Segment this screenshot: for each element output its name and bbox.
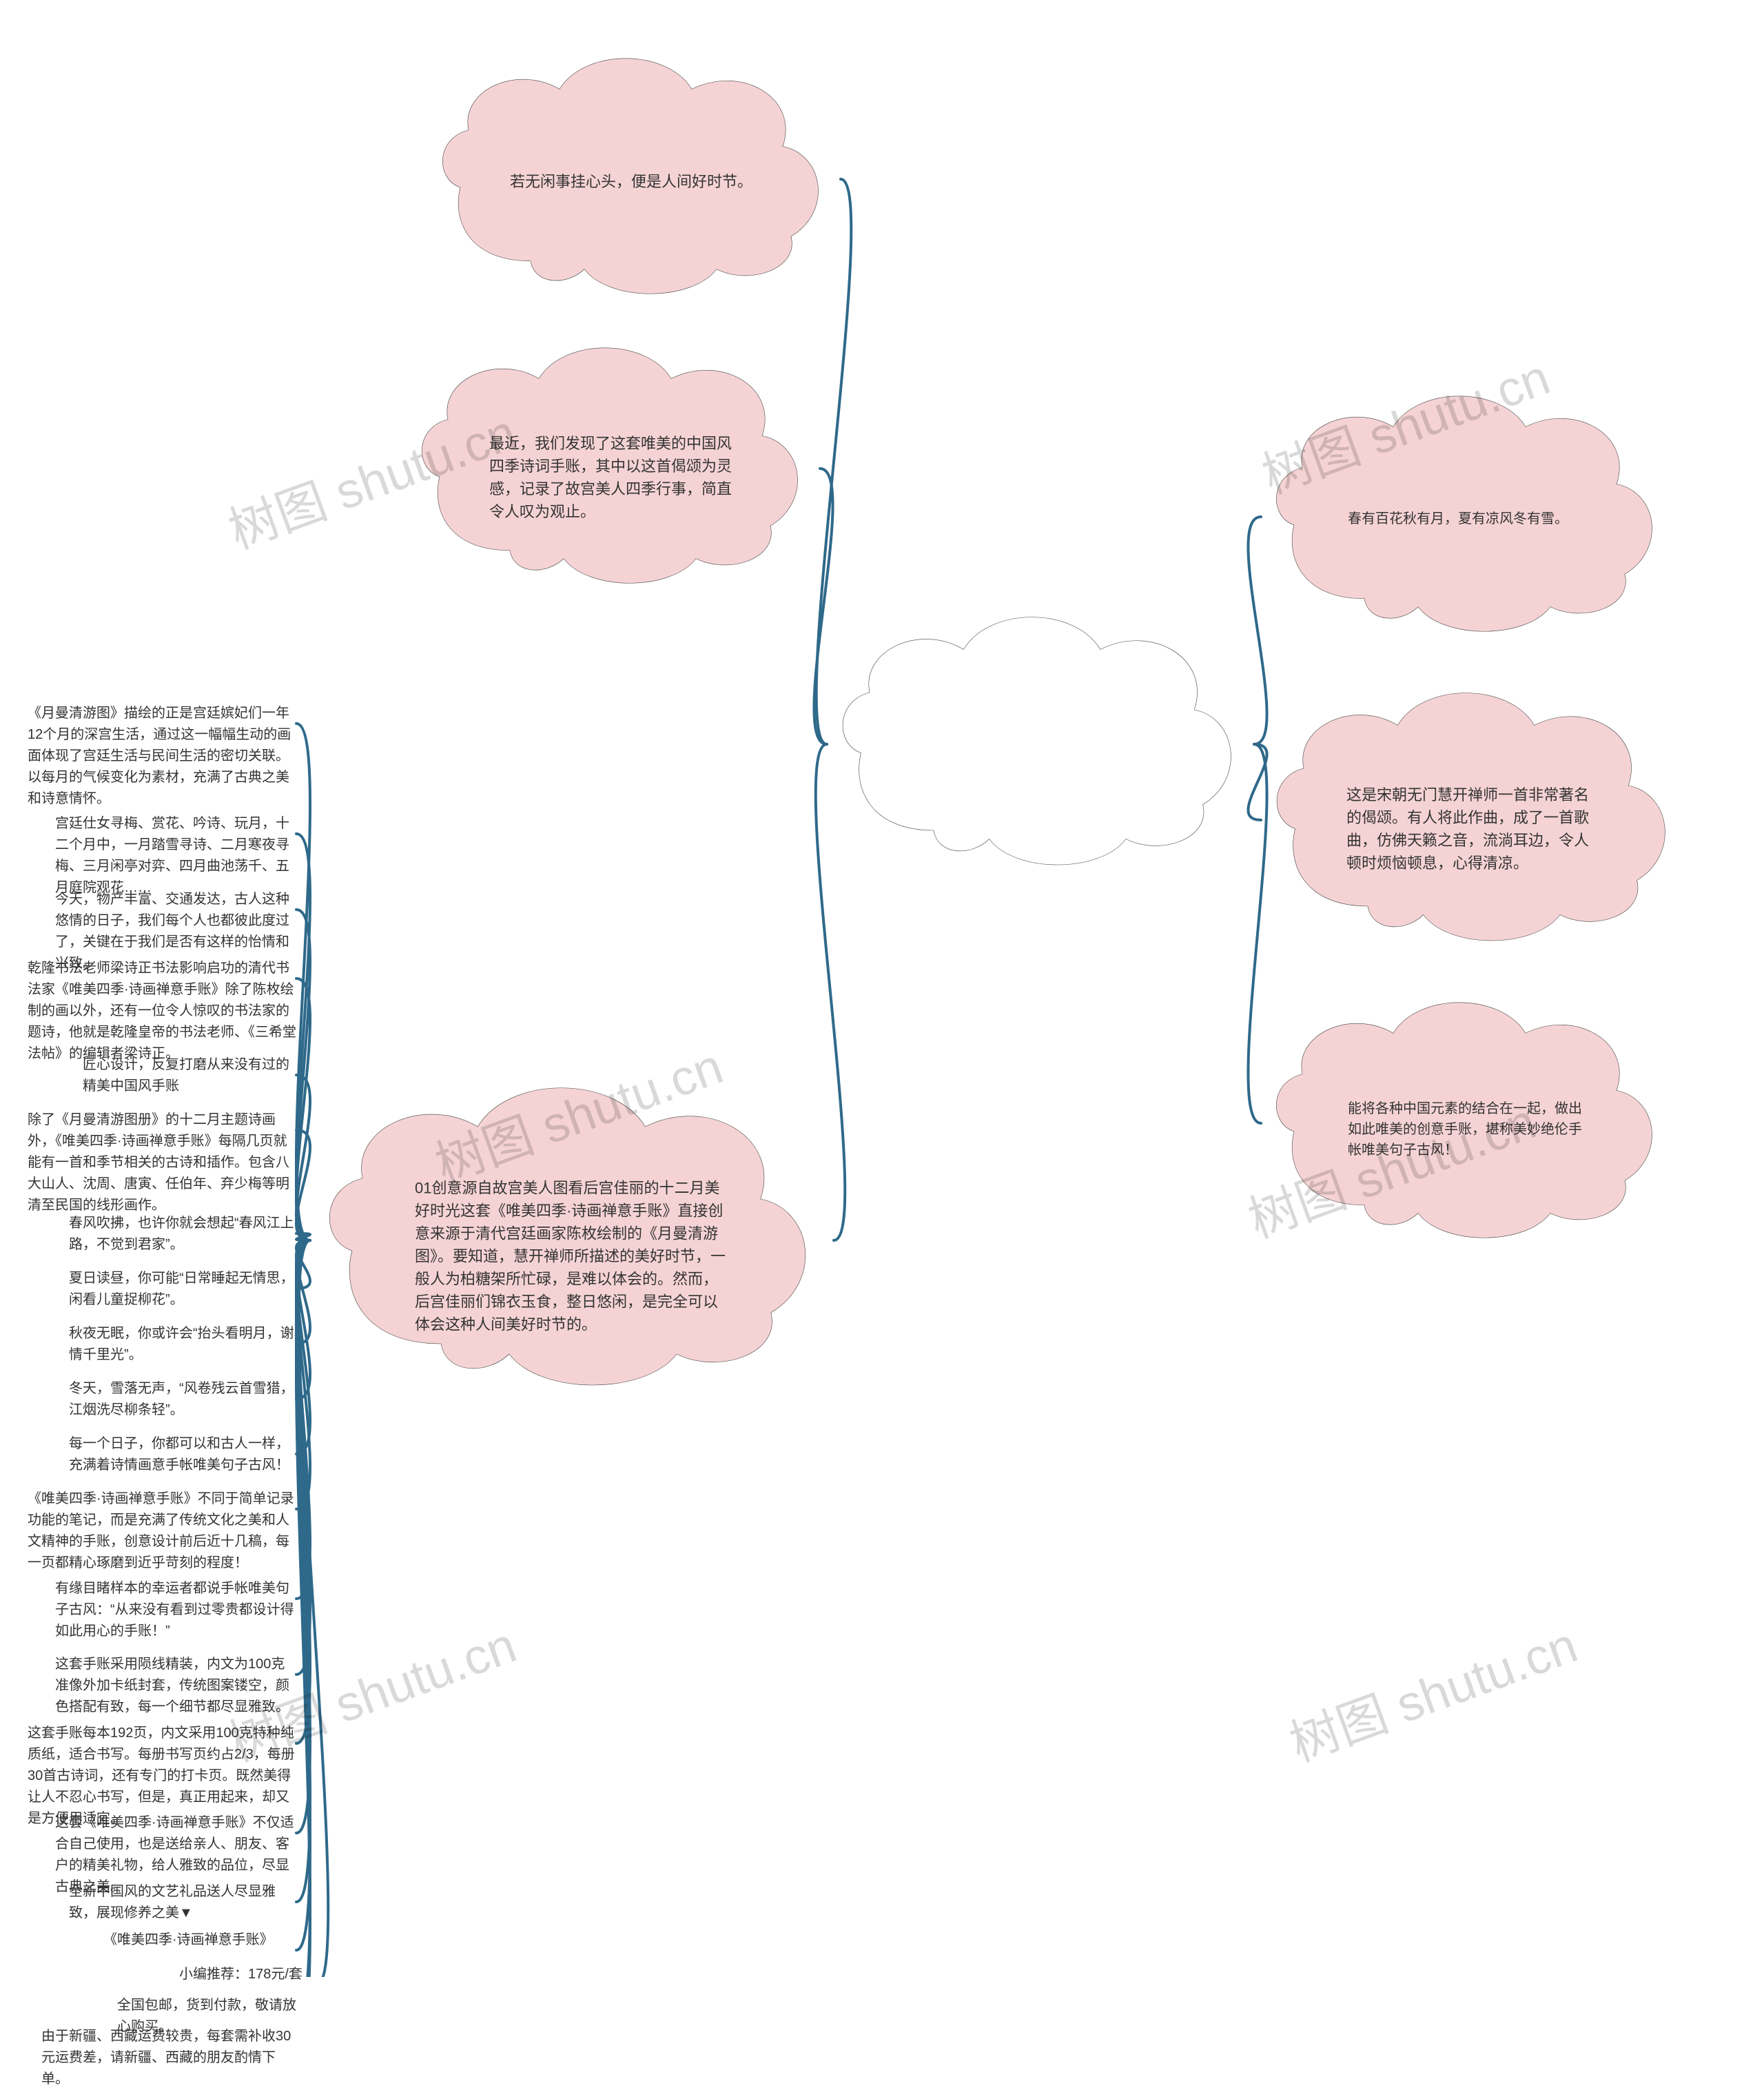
connector-line [296,1240,310,1950]
watermark-text: 树图 shutu.cn [1278,1605,1586,1776]
text-node[interactable]: 小编推荐：178元/套 [179,1964,317,1985]
cloud-node-text: 春有百花秋有月，夏有凉风冬有雪。 [1348,509,1588,529]
text-node[interactable]: 全新中国风的文艺礼品送人尽显雅致，展现修养之美▼ [69,1881,296,1924]
text-node[interactable]: 匠心设计，反复打磨从来没有过的精美中国风手账 [83,1054,296,1097]
connector-line [296,979,310,1240]
connector-line [296,1240,310,1599]
connector-line [296,1240,310,1454]
text-node[interactable]: 《唯美四季·诗画禅意手账》 [103,1929,296,1951]
connector-line [296,1240,310,1902]
cloud-node[interactable]: 01创意源自故宫美人图看后宫佳丽的十二月美好时光这套《唯美四季·诗画禅意手账》直… [310,1075,834,1406]
connector-line [296,910,310,1240]
connector-line [296,1240,310,1674]
text-node[interactable]: 宫廷仕女寻梅、赏花、吟诗、玩月，十二个月中，一月踏雪寻诗、二月寒夜寻梅、三月闲亭… [55,813,296,899]
connector-line [296,1240,310,1743]
connector-line [296,1075,310,1240]
connector-line [296,1240,310,1509]
cloud-node[interactable]: 最近，我们发现了这套唯美的中国风四季诗词手账，其中以这首偈颂为灵感，记录了故宫美… [407,338,820,600]
cloud-node-text: 若无闲事挂心头，便是人间好时节。 [510,170,758,193]
connector-line [296,1233,310,1240]
text-node[interactable]: 《月曼清游图》描绘的正是宫廷嫔妃们一年12个月的深宫生活，通过这一幅幅生动的画面… [28,703,296,810]
connector-line [296,724,310,1240]
cloud-node[interactable]: 若无闲事挂心头，便是人间好时节。 [427,48,841,310]
text-node[interactable]: 有缘目睹样本的幸运者都说手帐唯美句子古风：“从来没有看到过零贵都设计得如此用心的… [55,1578,296,1642]
connector-line [296,1240,310,1833]
cloud-node-text: 这是宋朝无门慧开禅师一首非常著名的偈颂。有人将此作曲，成了一首歌曲，仿佛天籁之音… [1346,783,1603,874]
cloud-node[interactable]: 能将各种中国元素的结合在一起，做出如此唯美的创意手账，堪称美妙绝伦手帐唯美句子古… [1261,992,1674,1254]
mindmap-canvas: 若无闲事挂心头，便是人间好时节。 最近，我们发现了这套唯美的中国风四季诗词手账，… [0,0,1764,1977]
text-node[interactable]: 秋夜无眠，你或许会“抬头看明月，谢情千里光”。 [69,1323,296,1366]
text-node[interactable]: 由于新疆、西藏运费较贵，每套需补收30元运费差，请新疆、西藏的朋友酌情下单。 [41,2026,296,2090]
connector-line [296,834,310,1240]
connector-line [296,1130,310,1240]
connector-line [296,1240,310,1399]
text-node[interactable]: 这套手账采用陨线精装，内文为100克准像外加卡纸封套，传统图案镂空，颜色搭配有致… [55,1654,296,1718]
text-node[interactable]: 夏日读昼，你可能“日常睡起无情思，闲看儿童捉柳花”。 [69,1268,296,1311]
text-node[interactable]: 春风吹拂，也许你就会想起“春风江上路，不觉到君家”。 [69,1213,296,1256]
cloud-node[interactable]: 春有百花秋有月，夏有凉风冬有雪。 [1261,386,1674,648]
text-node[interactable]: 《唯美四季·诗画禅意手账》不同于简单记录功能的笔记，而是充满了传统文化之美和人文… [28,1488,296,1574]
cloud-node-text: 01创意源自故宫美人图看后宫佳丽的十二月美好时光这套《唯美四季·诗画禅意手账》直… [415,1177,729,1336]
cloud-node-text: 能将各种中国元素的结合在一起，做出如此唯美的创意手账，堪称美妙绝伦手帐唯美句子古… [1348,1098,1588,1160]
connector-line [296,1240,310,1977]
cloud-node[interactable] [827,606,1254,882]
connector-line [296,1240,310,1289]
text-node[interactable]: 冬天，雪落无声，“风卷残云首雪猎，江烟洗尽柳条轻”。 [69,1378,296,1421]
connector-line [296,1240,310,1344]
cloud-node[interactable]: 这是宋朝无门慧开禅师一首非常著名的偈颂。有人将此作曲，成了一首歌曲，仿佛天籁之音… [1261,682,1688,958]
text-node[interactable]: 除了《月曼清游图册》的十二月主题诗画外，《唯美四季·诗画禅意手账》每隔几页就能有… [28,1109,296,1216]
text-node[interactable]: 乾隆书法老师梁诗正书法影响启功的清代书法家《唯美四季·诗画禅意手账》除了陈枚绘制… [28,958,296,1065]
connector-line [296,1240,310,1977]
cloud-node-text: 最近，我们发现了这套唯美的中国风四季诗词手账，其中以这首偈颂为灵感，记录了故宫美… [489,432,737,523]
text-node[interactable]: 每一个日子，你都可以和古人一样，充满着诗情画意手帐唯美句子古风！ [69,1433,296,1476]
